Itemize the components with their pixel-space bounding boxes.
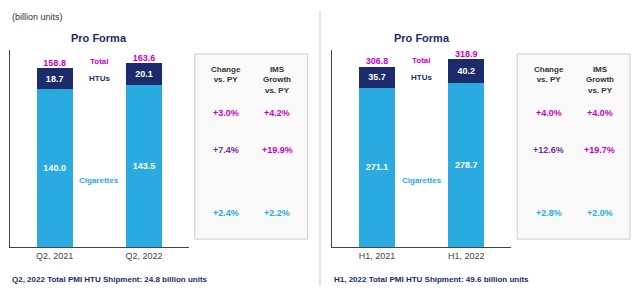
- svg-text:Q2, 2022 Total PMI HTU Shipmen: Q2, 2022 Total PMI HTU Shipment: 24.8 bi…: [12, 275, 208, 284]
- svg-text:+2.8%: +2.8%: [536, 208, 562, 218]
- svg-text:163.6: 163.6: [133, 53, 156, 63]
- svg-text:HTUs: HTUs: [411, 73, 432, 82]
- svg-text:Q2, 2021: Q2, 2021: [36, 251, 73, 261]
- svg-text:278.7: 278.7: [455, 160, 478, 170]
- svg-text:Changevs. PY: Changevs. PY: [211, 65, 241, 84]
- svg-text:Total: Total: [412, 56, 431, 65]
- svg-text:Cigarettes: Cigarettes: [79, 176, 119, 185]
- svg-text:306.8: 306.8: [366, 56, 389, 66]
- svg-text:+7.4%: +7.4%: [213, 145, 239, 155]
- svg-text:+2.4%: +2.4%: [213, 208, 239, 218]
- svg-text:(billion units): (billion units): [12, 12, 63, 22]
- svg-text:Pro Forma: Pro Forma: [394, 32, 450, 44]
- svg-text:H1, 2022: H1, 2022: [448, 251, 485, 261]
- svg-text:40.2: 40.2: [458, 66, 476, 76]
- svg-text:140.0: 140.0: [43, 163, 66, 173]
- svg-text:20.1: 20.1: [135, 69, 153, 79]
- svg-text:H1, 2021: H1, 2021: [359, 251, 396, 261]
- svg-text:Cigarettes: Cigarettes: [402, 176, 442, 185]
- svg-text:158.8: 158.8: [43, 58, 66, 68]
- svg-text:HTUs: HTUs: [89, 74, 110, 83]
- svg-text:+19.7%: +19.7%: [584, 145, 615, 155]
- svg-text:+2.2%: +2.2%: [264, 208, 290, 218]
- svg-text:+12.6%: +12.6%: [533, 145, 564, 155]
- svg-text:+2.0%: +2.0%: [587, 208, 613, 218]
- svg-text:143.5: 143.5: [133, 161, 156, 171]
- svg-text:+19.9%: +19.9%: [262, 145, 293, 155]
- svg-text:271.1: 271.1: [366, 162, 389, 172]
- svg-text:+3.0%: +3.0%: [213, 108, 239, 118]
- svg-text:Pro Forma: Pro Forma: [71, 32, 127, 44]
- svg-text:+4.0%: +4.0%: [587, 108, 613, 118]
- svg-text:18.7: 18.7: [46, 74, 64, 84]
- svg-text:35.7: 35.7: [368, 72, 386, 82]
- svg-text:Q2, 2022: Q2, 2022: [125, 251, 162, 261]
- svg-text:+4.2%: +4.2%: [264, 108, 290, 118]
- svg-text:+4.0%: +4.0%: [536, 108, 562, 118]
- svg-text:Changevs. PY: Changevs. PY: [534, 65, 564, 84]
- svg-text:IMSGrowthvs. PY: IMSGrowthvs. PY: [586, 65, 614, 95]
- svg-text:IMSGrowthvs. PY: IMSGrowthvs. PY: [263, 65, 291, 95]
- svg-text:318.9: 318.9: [455, 49, 478, 59]
- svg-text:Total: Total: [90, 57, 109, 66]
- svg-text:H1, 2022 Total PMI HTU Shipmen: H1, 2022 Total PMI HTU Shipment: 49.6 bi…: [334, 275, 529, 284]
